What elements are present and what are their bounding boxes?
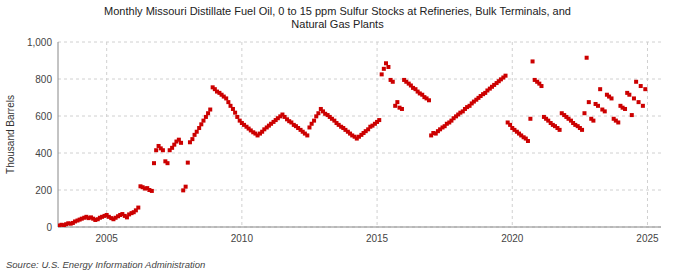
point — [206, 111, 210, 115]
point — [150, 189, 154, 193]
points — [58, 56, 647, 227]
point — [152, 161, 156, 165]
y-tick-label: 600 — [35, 111, 52, 122]
grid-line-y — [58, 227, 661, 228]
point — [208, 108, 212, 112]
point — [204, 115, 208, 119]
point — [391, 80, 395, 84]
point — [558, 128, 562, 132]
x-tick-label: 2020 — [501, 233, 524, 244]
y-axis-label: Thousand Barrels — [5, 95, 16, 174]
x-tick-label: 2015 — [366, 233, 389, 244]
point — [641, 104, 645, 108]
point — [582, 111, 586, 115]
point — [161, 148, 165, 152]
point — [610, 96, 614, 100]
point — [427, 98, 431, 102]
point — [639, 84, 643, 88]
point — [395, 100, 399, 104]
grid-line-x — [512, 42, 513, 227]
point — [585, 56, 589, 60]
chart: Monthly Missouri Distillate Fuel Oil, 0 … — [0, 0, 675, 275]
point — [393, 104, 397, 108]
grid-line-x — [241, 42, 242, 227]
point — [531, 59, 535, 63]
point — [201, 119, 205, 123]
title-line: Monthly Missouri Distillate Fuel Oil, 0 … — [104, 5, 571, 17]
point — [154, 148, 158, 152]
point — [643, 87, 647, 91]
point — [596, 104, 600, 108]
point — [190, 137, 194, 141]
point — [627, 93, 631, 97]
point — [616, 120, 620, 124]
point — [634, 80, 638, 84]
point — [377, 118, 381, 122]
point — [197, 126, 201, 130]
point — [316, 111, 320, 115]
point — [386, 65, 390, 69]
point — [184, 185, 188, 189]
point — [199, 122, 203, 126]
point — [637, 100, 641, 104]
x-tick-label: 2010 — [231, 233, 254, 244]
y-tick-label: 1,000 — [27, 37, 52, 48]
point — [580, 128, 584, 132]
point — [226, 100, 230, 104]
point — [504, 74, 508, 78]
point — [186, 161, 190, 165]
y-axis-line — [58, 42, 59, 227]
x-axis-line — [58, 227, 661, 228]
point — [233, 111, 237, 115]
y-tick-label: 400 — [35, 148, 52, 159]
point — [539, 84, 543, 88]
grid-line-x — [647, 42, 648, 227]
x-tick-label: 2005 — [96, 233, 119, 244]
grid-line-x — [106, 42, 107, 227]
point — [587, 100, 591, 104]
point — [179, 141, 183, 145]
source: Source: U.S. Energy Information Administ… — [6, 259, 205, 270]
point — [380, 72, 384, 76]
point — [400, 107, 404, 111]
y-tick-label: 200 — [35, 185, 52, 196]
grid-line-y — [58, 116, 661, 117]
point — [235, 115, 239, 119]
point — [224, 96, 228, 100]
point — [623, 107, 627, 111]
title: Monthly Missouri Distillate Fuel Oil, 0 … — [104, 5, 571, 30]
point — [136, 206, 140, 210]
point — [305, 133, 309, 137]
x-tick-label: 2025 — [636, 233, 659, 244]
grid — [58, 42, 661, 227]
point — [195, 130, 199, 134]
title-line: Natural Gas Plants — [291, 18, 384, 30]
y-tick-label: 0 — [46, 222, 52, 233]
point — [166, 161, 170, 165]
y-tick-label: 800 — [35, 74, 52, 85]
grid-line-y — [58, 153, 661, 154]
point — [181, 188, 185, 192]
point — [231, 107, 235, 111]
grid-line-y — [58, 79, 661, 80]
point — [591, 119, 595, 123]
grid-line-y — [58, 42, 661, 43]
point — [630, 113, 634, 117]
point — [384, 61, 388, 65]
grid-line-x — [377, 42, 378, 227]
point — [312, 119, 316, 123]
point — [526, 139, 530, 143]
point — [603, 109, 607, 113]
point — [598, 87, 602, 91]
point — [528, 117, 532, 121]
point — [382, 67, 386, 71]
axes: 0 200 400 600 800 1,000 2005 2010 2015 2020 2025 — [27, 37, 661, 245]
point — [307, 125, 311, 129]
point — [632, 96, 636, 100]
